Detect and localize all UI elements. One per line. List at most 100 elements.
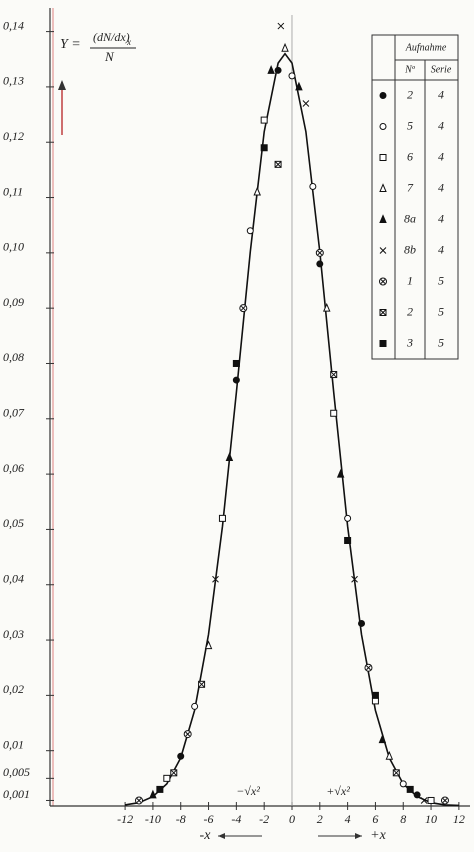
data-point <box>204 640 213 650</box>
marker-part <box>136 798 142 803</box>
marker-part <box>295 81 303 91</box>
marker-part <box>198 680 205 688</box>
data-point <box>322 302 331 312</box>
legend-serie: 5 <box>438 335 444 349</box>
marker-part <box>232 359 240 367</box>
data-point <box>170 769 178 777</box>
legend-serie: 5 <box>438 304 444 318</box>
data-point <box>427 796 435 804</box>
marker-part <box>371 691 379 699</box>
data-point <box>246 227 254 235</box>
marker-part <box>267 65 275 74</box>
legend-name: 8b <box>404 242 416 256</box>
marker-part <box>156 785 164 793</box>
x-tick-label: -4 <box>231 812 241 826</box>
mean-label: −√x² <box>236 784 260 798</box>
marker-part <box>288 72 296 80</box>
y-tick-label: 0,001 <box>3 787 30 801</box>
data-point <box>406 785 414 793</box>
data-point <box>191 702 199 710</box>
marker-part <box>379 92 387 99</box>
data-point <box>277 22 285 30</box>
data-point <box>371 691 379 699</box>
marker-part <box>379 123 387 130</box>
x-tick-label: 2 <box>317 812 323 826</box>
y-tick-label: 0,03 <box>3 627 24 641</box>
marker-part <box>232 376 240 384</box>
formula-lhs: Y = <box>60 37 81 52</box>
marker-part <box>274 66 282 74</box>
legend-symbol <box>379 214 387 223</box>
marker-part <box>240 305 246 311</box>
legend-header: Nº <box>404 64 416 75</box>
data-point <box>212 575 219 583</box>
marker-part <box>163 774 171 782</box>
data-point <box>336 468 345 478</box>
legend-serie: 4 <box>438 87 444 101</box>
data-point <box>281 42 289 52</box>
mean-label: +√x² <box>326 784 350 798</box>
marker-part <box>317 250 323 256</box>
data-point <box>260 116 268 124</box>
legend-name: 1 <box>407 273 413 287</box>
data-point <box>413 791 421 799</box>
legend-serie: 5 <box>438 273 444 287</box>
y-tick-label: 0,10 <box>3 240 24 254</box>
x-tick-label: -6 <box>204 812 214 826</box>
marker-part <box>379 247 387 254</box>
legend-name: 7 <box>407 180 414 194</box>
data-point <box>302 100 310 107</box>
data-point <box>420 797 428 804</box>
data-point <box>260 144 268 152</box>
data-point <box>330 371 338 379</box>
legend-serie: 4 <box>438 242 444 256</box>
marker-part <box>191 702 199 710</box>
y-tick-label: 0,07 <box>3 406 25 420</box>
x-tick-label: -2 <box>259 812 269 826</box>
data-point <box>232 376 240 384</box>
data-point <box>274 160 282 168</box>
y-tick-label: 0,005 <box>3 765 30 779</box>
marker-part <box>277 22 285 30</box>
x-tick-label: 12 <box>453 812 465 826</box>
data-point <box>315 248 324 257</box>
data-point <box>440 796 449 805</box>
legend-name: 6 <box>407 149 413 163</box>
x-tick-label: -8 <box>176 812 186 826</box>
x-tick-label: 10 <box>425 812 437 826</box>
marker-part <box>246 227 254 235</box>
data-point <box>149 789 157 799</box>
marker-part <box>378 734 387 744</box>
data-point <box>177 752 185 760</box>
marker-part <box>253 186 261 196</box>
data-point <box>344 536 352 544</box>
marker-part <box>260 144 268 152</box>
marker-part <box>330 409 338 417</box>
fit-curve <box>124 52 459 807</box>
y-tick-label: 0,01 <box>3 737 24 751</box>
marker-part <box>380 279 386 284</box>
data-point <box>351 575 358 583</box>
data-point <box>135 796 144 805</box>
marker-part <box>336 468 345 478</box>
marker-part <box>379 183 387 192</box>
marker-part <box>392 769 400 777</box>
legend-symbol <box>379 340 387 347</box>
data-point <box>309 182 317 190</box>
legend-symbol <box>379 277 387 286</box>
marker-part <box>366 665 371 671</box>
marker-part <box>322 302 331 312</box>
marker-part <box>379 214 387 223</box>
data-point <box>316 260 324 268</box>
y-tick-label: 0,12 <box>3 129 24 143</box>
data-point <box>364 663 373 672</box>
x-tick-label: 0 <box>289 812 295 826</box>
legend-name: 8a <box>404 211 416 225</box>
marker-part <box>177 752 185 760</box>
formula-subscript: x <box>126 37 131 47</box>
legend-title: Aufnahme <box>405 42 447 53</box>
marker-part <box>358 619 366 627</box>
marker-part <box>351 575 358 583</box>
marker-part <box>385 750 394 760</box>
